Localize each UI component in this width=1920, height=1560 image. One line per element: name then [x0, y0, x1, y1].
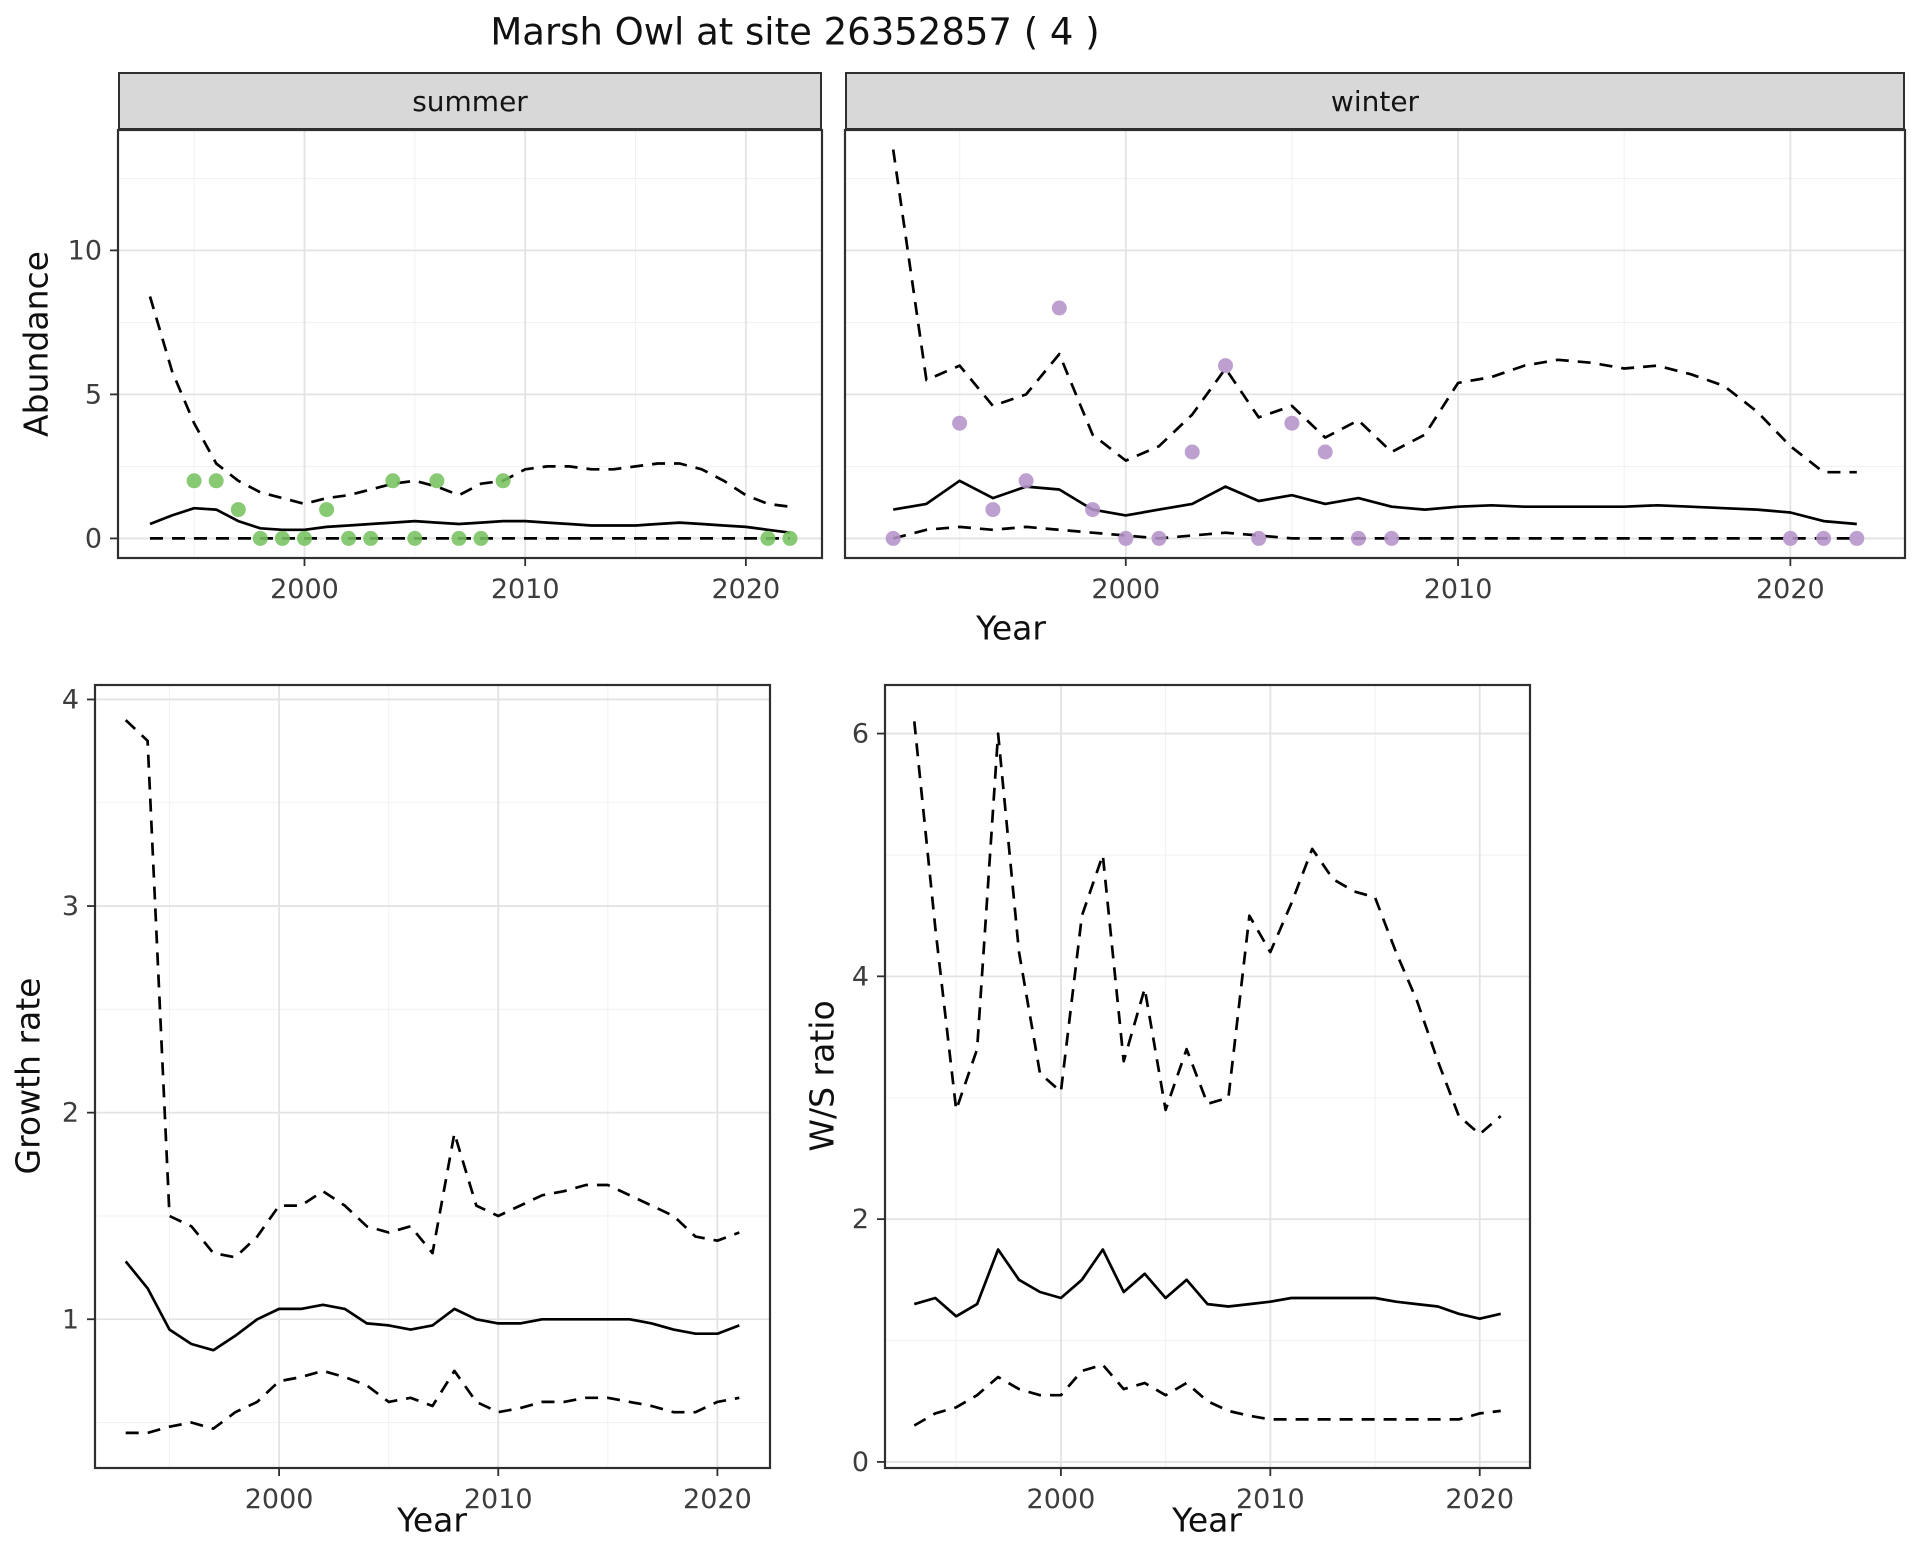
observation-point [208, 473, 224, 489]
x-tick-label: 2000 [1027, 1484, 1096, 1515]
observation-point [451, 530, 467, 546]
y-tick-label: 1 [62, 1304, 79, 1335]
observation-point [407, 530, 423, 546]
x-tick-label: 2000 [270, 574, 339, 605]
predicted-median-line [124, 1260, 740, 1352]
predicted-median-line [892, 479, 1857, 526]
observation-point [385, 473, 401, 489]
x-tick-label: 2000 [1091, 574, 1160, 605]
y-tick-label: 4 [852, 961, 869, 992]
panel-growth-rate: 2000 2010 2020 1 2 3 4 [62, 683, 772, 1515]
observation-point [1816, 530, 1832, 546]
x-tick-label: 2000 [245, 1484, 314, 1515]
observation-point [363, 530, 379, 546]
observation-point [1251, 530, 1267, 546]
x-tick-label: 2020 [1756, 574, 1825, 605]
observation-point [252, 530, 268, 546]
observation-point [1218, 358, 1233, 374]
observation-point [782, 530, 798, 546]
panel-ws-ratio: 2000 2010 2020 0 2 4 6 [852, 683, 1532, 1515]
x-tick-label: 2010 [1236, 1484, 1305, 1515]
predicted-median-line [149, 506, 791, 535]
top-year-axis-label: Year [976, 608, 1046, 648]
x-tick-label: 2010 [1424, 574, 1493, 605]
chart-growth-rate: 2000 2010 2020 1 2 3 4 [62, 683, 772, 1515]
observation-point [952, 415, 968, 431]
figure-title: Marsh Owl at site 26352857 ( 4 ) [490, 10, 1100, 54]
observation-point [1849, 530, 1865, 546]
x-tick-label: 2010 [464, 1484, 533, 1515]
observation-point [274, 530, 290, 546]
observation-point [760, 530, 776, 546]
observation-point [297, 530, 312, 546]
upper-95ci-line [891, 149, 1857, 474]
y-tick-label: 3 [62, 891, 79, 922]
chart-abundance-summer: 2000 2010 2020 0 5 10 [68, 128, 824, 605]
chart-abundance-winter: 2000 2010 2020 [843, 128, 1907, 605]
upper-95ci-line [912, 721, 1502, 1136]
observation-point [1151, 530, 1167, 546]
observation-point [230, 502, 246, 518]
observation-point [1118, 530, 1134, 546]
observation-point [1782, 530, 1798, 546]
facet-strip-summer: summer [118, 72, 822, 130]
observation-point [1384, 530, 1400, 546]
x-tick-label: 2020 [683, 1484, 752, 1515]
panel-abundance-winter: 2000 2010 2020 [843, 128, 1907, 605]
growth-year-axis-label: Year [397, 1500, 467, 1540]
chart-ws-ratio: 2000 2010 2020 0 2 4 6 [852, 683, 1532, 1515]
predicted-median-line [913, 1248, 1502, 1321]
facet-strip-winter-label: winter [1330, 84, 1420, 118]
observation-point [1085, 502, 1101, 518]
upper-95ci-line [124, 719, 740, 1259]
y-tick-label: 2 [62, 1098, 79, 1129]
observation-point [1284, 415, 1300, 431]
growth-rate-axis-label: Growth rate [8, 977, 48, 1175]
upper-95ci-line [148, 296, 791, 509]
x-tick-label: 2020 [1445, 1484, 1514, 1515]
y-tick-label: 0 [85, 523, 102, 554]
observation-point [473, 530, 489, 546]
observation-point [985, 502, 1001, 518]
observation-point [1051, 300, 1067, 316]
lower-95ci-line [125, 1369, 740, 1435]
observation-point [429, 473, 445, 489]
lower-95ci-line [892, 525, 1857, 540]
y-tick-label: 4 [62, 684, 79, 715]
y-tick-label: 6 [852, 719, 869, 750]
observation-point [495, 473, 511, 489]
observation-point [1350, 530, 1366, 546]
observation-point [1018, 473, 1034, 489]
observation-point [186, 473, 202, 489]
observation-point [1184, 444, 1200, 460]
x-tick-label: 2020 [712, 574, 781, 605]
observation-point [341, 530, 357, 546]
y-tick-label: 0 [852, 1447, 869, 1478]
observation-point [885, 530, 901, 546]
panel-abundance-summer: 2000 2010 2020 0 5 10 [68, 128, 824, 605]
abundance-axis-label: Abundance [16, 251, 56, 437]
y-tick-label: 2 [852, 1204, 869, 1235]
facet-strip-summer-label: summer [412, 84, 528, 118]
x-tick-label: 2010 [491, 574, 560, 605]
ws-year-axis-label: Year [1172, 1500, 1242, 1540]
ws-ratio-axis-label: W/S ratio [802, 1000, 842, 1152]
observation-point [319, 502, 335, 518]
y-tick-label: 10 [68, 235, 102, 266]
y-tick-label: 5 [85, 379, 102, 410]
facet-strip-winter: winter [845, 72, 1905, 130]
observation-point [1317, 444, 1333, 460]
lower-95ci-line [913, 1363, 1501, 1427]
